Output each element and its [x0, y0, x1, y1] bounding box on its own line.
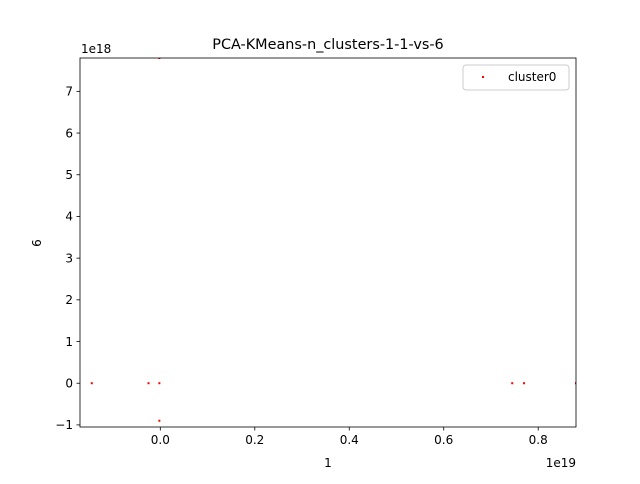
data-point	[523, 382, 526, 385]
chart-title: PCA-KMeans-n_clusters-1-1-vs-6	[212, 37, 443, 53]
y-tick-label: 4	[65, 210, 73, 224]
y-tick-label: 7	[65, 85, 73, 99]
y-tick-label: −1	[55, 418, 73, 432]
x-tick-label: 0.8	[529, 433, 548, 447]
data-point	[147, 382, 150, 385]
legend-box	[462, 64, 570, 91]
y-offset-text: 1e18	[81, 42, 111, 56]
y-tick-label: 0	[65, 377, 73, 391]
data-point	[158, 419, 161, 422]
legend: cluster0	[462, 64, 570, 91]
data-point	[158, 382, 161, 385]
y-axis-label: 6	[30, 239, 44, 247]
axes: 0.0 0.2 0.4 0.6 0.8 −1 0 1 2 3 4 5 6 7	[55, 57, 577, 447]
x-tick-label: 0.0	[151, 433, 170, 447]
legend-label: cluster0	[508, 70, 556, 84]
axes-frame	[79, 57, 577, 428]
x-tick-label: 0.4	[340, 433, 359, 447]
data-point	[90, 382, 93, 385]
x-axis-label: 1	[324, 456, 332, 470]
legend-marker	[482, 76, 484, 78]
data-point	[575, 382, 576, 385]
x-tick-label: 0.6	[434, 433, 453, 447]
y-tick-label: 3	[65, 251, 73, 265]
data-point	[158, 58, 161, 59]
y-tick-label: 5	[65, 168, 73, 182]
x-tick-label: 0.2	[245, 433, 264, 447]
x-offset-text: 1e19	[546, 456, 576, 470]
y-tick-label: 6	[65, 126, 73, 140]
y-tick-label: 2	[65, 293, 73, 307]
data-point	[511, 382, 514, 385]
plot-area	[90, 58, 576, 422]
y-tick-label: 1	[65, 335, 73, 349]
